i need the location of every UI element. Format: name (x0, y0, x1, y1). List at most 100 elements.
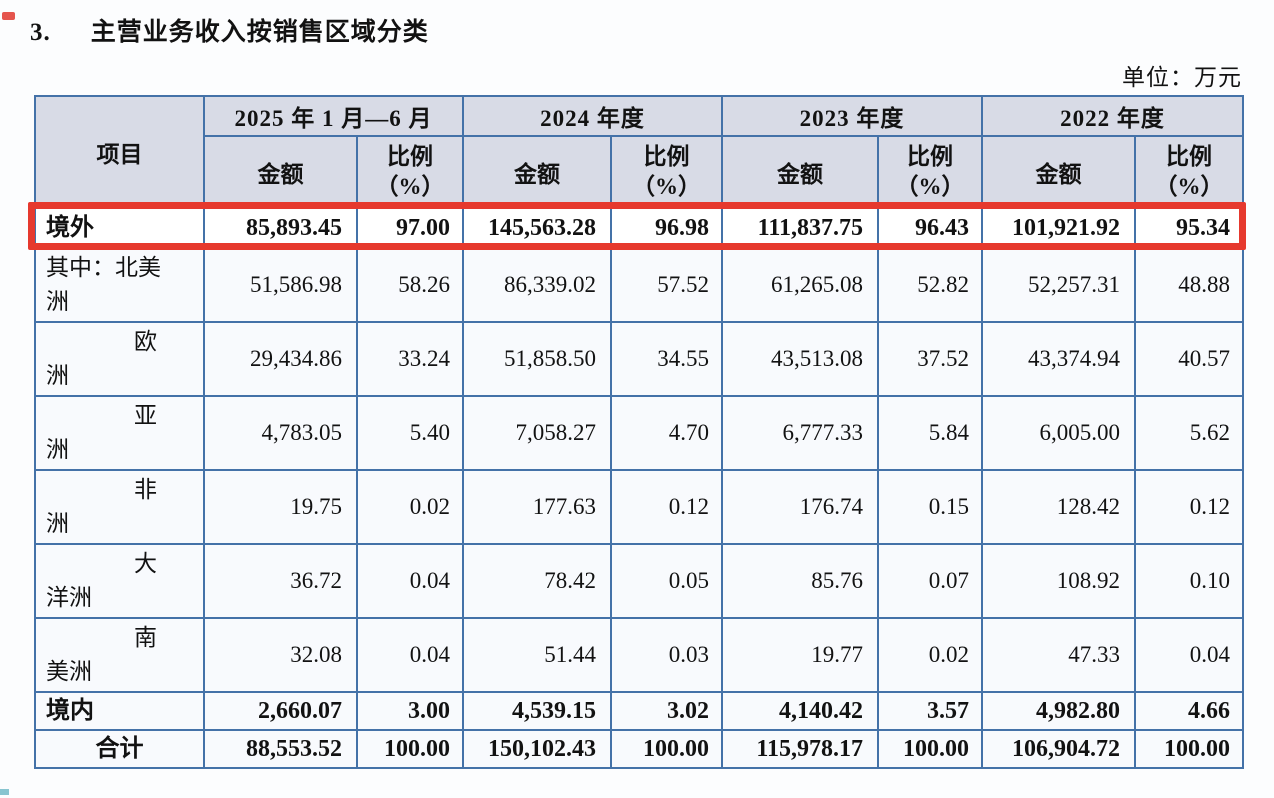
ratio-cell-asia-3: 5.62 (1134, 395, 1244, 471)
header-amount-2: 金额 (721, 135, 879, 209)
amount-cell-domestic-0: 2,660.07 (203, 691, 358, 731)
amount-cell-oceania-3: 108.92 (981, 543, 1136, 619)
header-ratio-3: 比例 （%） (1134, 135, 1244, 209)
ratio-cell-oceania-1: 0.05 (610, 543, 723, 619)
header-ratio-1: 比例 （%） (610, 135, 723, 209)
amount-cell-south-america-0: 32.08 (203, 617, 358, 693)
row-label-europe: 欧洲 (34, 321, 205, 397)
amount-cell-total-3: 106,904.72 (981, 729, 1136, 769)
ratio-cell-overseas-2: 96.43 (877, 207, 983, 249)
ratio-cell-domestic-1: 3.02 (610, 691, 723, 731)
row-label-domestic: 境内 (34, 691, 205, 731)
ratio-cell-domestic-3: 4.66 (1134, 691, 1244, 731)
amount-cell-africa-0: 19.75 (203, 469, 358, 545)
section-title: 主营业务收入按销售区域分类 (90, 19, 429, 46)
row-label-line: 洋洲 (46, 585, 92, 610)
amount-cell-overseas-0: 85,893.45 (203, 207, 358, 249)
teal-edge-artifact (0, 789, 9, 795)
row-label-total: 合计 (34, 729, 205, 769)
amount-cell-overseas-3: 101,921.92 (981, 207, 1136, 249)
amount-cell-oceania-0: 36.72 (203, 543, 358, 619)
amount-cell-europe-0: 29,434.86 (203, 321, 358, 397)
amount-cell-europe-2: 43,513.08 (721, 321, 879, 397)
amount-cell-total-1: 150,102.43 (462, 729, 612, 769)
ratio-cell-north-america-1: 57.52 (610, 247, 723, 323)
row-label-south-america: 南美洲 (34, 617, 205, 693)
ratio-cell-europe-1: 34.55 (610, 321, 723, 397)
header-ratio-label: 比例 (1166, 144, 1212, 169)
ratio-cell-domestic-0: 3.00 (356, 691, 464, 731)
amount-cell-domestic-3: 4,982.80 (981, 691, 1136, 731)
ratio-cell-total-1: 100.00 (610, 729, 723, 769)
row-label-line: 美洲 (46, 659, 92, 684)
row-label-overseas: 境外 (34, 207, 205, 249)
unit-label: 单位：万元 (1122, 65, 1242, 90)
ratio-cell-oceania-0: 0.04 (356, 543, 464, 619)
amount-cell-asia-1: 7,058.27 (462, 395, 612, 471)
amount-cell-oceania-2: 85.76 (721, 543, 879, 619)
ratio-cell-overseas-1: 96.98 (610, 207, 723, 249)
amount-cell-overseas-1: 145,563.28 (462, 207, 612, 249)
table-header: 项目 2025 年 1 月—6 月 2024 年度 2023 年度 2022 年… (34, 95, 1244, 209)
amount-cell-north-america-2: 61,265.08 (721, 247, 879, 323)
ratio-cell-south-america-2: 0.02 (877, 617, 983, 693)
header-item: 项目 (34, 95, 205, 209)
row-label-line: 洲 (46, 511, 69, 536)
amount-cell-domestic-1: 4,539.15 (462, 691, 612, 731)
amount-cell-total-0: 88,553.52 (203, 729, 358, 769)
row-label-line: 亚 (134, 403, 157, 428)
amount-cell-europe-1: 51,858.50 (462, 321, 612, 397)
header-period-2022: 2022 年度 (981, 95, 1244, 137)
row-label-asia: 亚洲 (34, 395, 205, 471)
amount-cell-africa-3: 128.42 (981, 469, 1136, 545)
amount-cell-south-america-3: 47.33 (981, 617, 1136, 693)
amount-cell-domestic-2: 4,140.42 (721, 691, 879, 731)
table-row-south-america: 南美洲 32.08 0.04 51.44 0.03 19.77 0.02 47.33 0.04 (34, 617, 1244, 693)
header-amount-3: 金额 (981, 135, 1136, 209)
ratio-cell-africa-2: 0.15 (877, 469, 983, 545)
revenue-by-region-table-wrap: 项目 2025 年 1 月—6 月 2024 年度 2023 年度 2022 年… (34, 95, 1244, 769)
table-row-oceania: 大洋洲 36.72 0.04 78.42 0.05 85.76 0.07 108.92 0.10 (34, 543, 1244, 619)
ratio-cell-domestic-2: 3.57 (877, 691, 983, 731)
amount-cell-overseas-2: 111,837.75 (721, 207, 879, 249)
row-label-africa: 非洲 (34, 469, 205, 545)
row-label-line: 南 (134, 625, 157, 650)
amount-cell-north-america-0: 51,586.98 (203, 247, 358, 323)
ratio-cell-overseas-3: 95.34 (1134, 207, 1244, 249)
table-row-domestic: 境内 2,660.07 3.00 4,539.15 3.02 4,140.42 3.57 4,… (34, 691, 1244, 731)
header-ratio-label: 比例 (387, 144, 433, 169)
header-amount-1: 金额 (462, 135, 612, 209)
row-label-line: 洲 (46, 363, 69, 388)
row-label-line: 洲 (46, 289, 69, 314)
header-ratio-percent: （%） (375, 174, 445, 199)
ratio-cell-africa-0: 0.02 (356, 469, 464, 545)
ratio-cell-europe-3: 40.57 (1134, 321, 1244, 397)
ratio-cell-south-america-1: 0.03 (610, 617, 723, 693)
amount-cell-north-america-3: 52,257.31 (981, 247, 1136, 323)
revenue-by-region-table: 项目 2025 年 1 月—6 月 2024 年度 2023 年度 2022 年… (34, 95, 1244, 769)
header-ratio-label: 比例 (643, 144, 690, 169)
amount-cell-africa-2: 176.74 (721, 469, 879, 545)
row-label-line: 境外 (46, 215, 94, 241)
header-ratio-percent: （%） (1154, 174, 1224, 199)
row-label-line: 洲 (46, 437, 69, 462)
ratio-cell-africa-1: 0.12 (610, 469, 723, 545)
ratio-cell-europe-0: 33.24 (356, 321, 464, 397)
ratio-cell-total-0: 100.00 (356, 729, 464, 769)
ratio-cell-south-america-3: 0.04 (1134, 617, 1244, 693)
ratio-cell-europe-2: 37.52 (877, 321, 983, 397)
row-label-line: 境内 (46, 698, 94, 724)
ratio-cell-south-america-0: 0.04 (356, 617, 464, 693)
amount-cell-europe-3: 43,374.94 (981, 321, 1136, 397)
row-label-line: 其中：北美 (46, 255, 161, 280)
ratio-cell-asia-0: 5.40 (356, 395, 464, 471)
amount-cell-asia-0: 4,783.05 (203, 395, 358, 471)
header-ratio-label: 比例 (907, 144, 953, 169)
section-number: 3. (30, 19, 51, 46)
ratio-cell-total-3: 100.00 (1134, 729, 1244, 769)
amount-cell-oceania-1: 78.42 (462, 543, 612, 619)
header-ratio-percent: （%） (895, 174, 965, 199)
row-label-line: 欧 (134, 329, 157, 354)
ratio-cell-asia-2: 5.84 (877, 395, 983, 471)
